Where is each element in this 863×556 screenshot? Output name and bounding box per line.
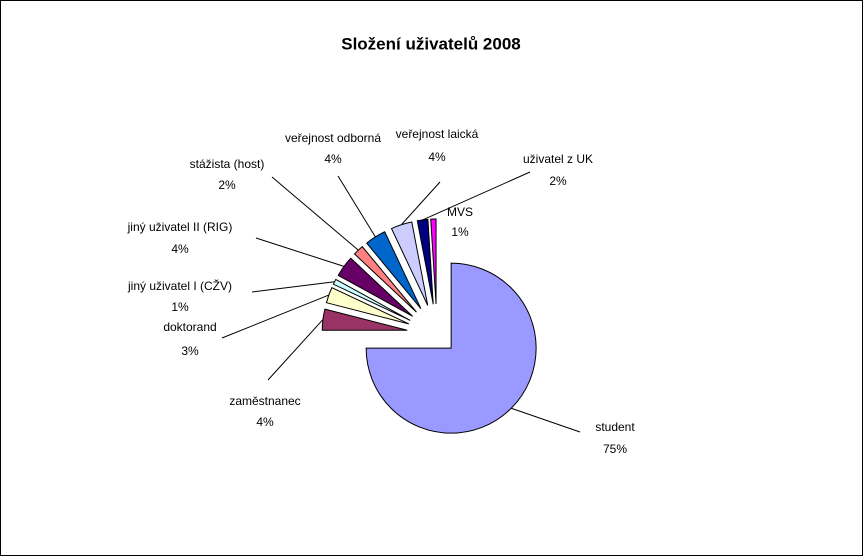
- leader-line: [267, 319, 324, 381]
- leader-line: [271, 176, 359, 251]
- pie-slice: [365, 262, 537, 434]
- pie-slice: [390, 221, 429, 306]
- slice-value-label: 4%: [256, 415, 274, 429]
- slice-value-label: 75%: [603, 442, 627, 456]
- slice-value-label: 4%: [428, 150, 446, 164]
- pie-slice: [366, 231, 422, 309]
- pie-slice: [321, 308, 408, 331]
- slice-label: student: [595, 420, 635, 434]
- leader-line: [422, 171, 531, 221]
- leader-line: [221, 294, 329, 339]
- slice-label: veřejnost odborná: [285, 131, 381, 145]
- slice-value-label: 3%: [181, 344, 199, 358]
- slice-label: doktorand: [163, 320, 216, 334]
- leader-line: [337, 175, 376, 238]
- slice-label: MVS: [447, 205, 473, 219]
- slice-label: stážista (host): [190, 157, 265, 171]
- leader-line: [511, 407, 581, 433]
- slice-value-label: 1%: [451, 225, 469, 239]
- slice-label: zaměstnanec: [229, 394, 300, 408]
- slice-value-label: 2%: [549, 174, 567, 188]
- slice-value-label: 4%: [171, 242, 189, 256]
- leader-line: [251, 281, 335, 293]
- chart-title: Složení uživatelů 2008: [341, 34, 521, 53]
- pie-slice: [430, 218, 437, 305]
- slice-label: jiný uživatel I (CŽV): [127, 278, 232, 293]
- slice-label: uživatel z UK: [523, 152, 593, 166]
- slice-label: jiný uživatel II (RIG): [127, 220, 233, 234]
- slice-label: veřejnost laická: [396, 127, 479, 141]
- slice-value-label: 4%: [324, 152, 342, 166]
- slice-value-label: 2%: [218, 178, 236, 192]
- slice-value-label: 1%: [171, 300, 189, 314]
- leader-line: [255, 237, 345, 267]
- leader-line: [401, 181, 441, 225]
